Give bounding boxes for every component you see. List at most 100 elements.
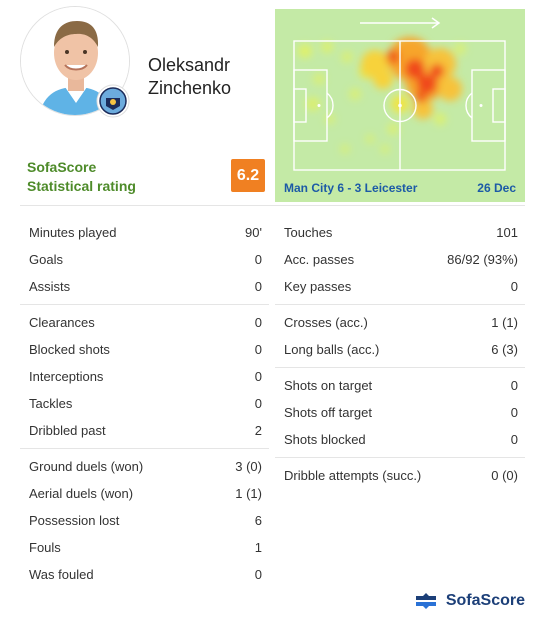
stat-row: Shots off target 0 bbox=[275, 399, 525, 426]
stat-label: Interceptions bbox=[29, 369, 104, 384]
man-city-badge-icon bbox=[96, 84, 130, 118]
stats-group: Crosses (acc.) 1 (1) Long balls (acc.) 6 (3… bbox=[275, 309, 525, 368]
stat-value: 0 bbox=[510, 279, 518, 294]
rating-badge: 6.2 bbox=[231, 159, 265, 192]
stat-label: Fouls bbox=[29, 540, 61, 555]
match-teams[interactable]: Man City 6 - 3 Leicester bbox=[284, 181, 418, 195]
stats-group: Minutes played 90' Goals 0 Assists 0 bbox=[20, 219, 269, 305]
stat-value: 0 bbox=[510, 432, 518, 447]
stat-label: Dribbled past bbox=[29, 423, 106, 438]
stats-group: Dribble attempts (succ.) 0 (0) bbox=[275, 462, 525, 493]
stat-row: Clearances 0 bbox=[20, 309, 269, 336]
stat-value: 0 bbox=[510, 378, 518, 393]
player-avatar-wrap bbox=[20, 6, 130, 118]
stats-column-left: Minutes played 90' Goals 0 Assists 0 Clearance… bbox=[20, 219, 269, 596]
stat-row: Crosses (acc.) 1 (1) bbox=[275, 309, 525, 336]
stat-row: Possession lost 6 bbox=[20, 507, 269, 534]
stats-group: Ground duels (won) 3 (0) Aerial duels (won… bbox=[20, 453, 269, 592]
stat-value: 1 (1) bbox=[235, 486, 262, 501]
stat-label: Assists bbox=[29, 279, 71, 294]
stat-row: Shots on target 0 bbox=[275, 372, 525, 399]
match-date: 26 Dec bbox=[477, 181, 516, 195]
stat-value: 0 bbox=[254, 567, 262, 582]
stats-group: Shots on target 0 Shots off target 0 Shots b… bbox=[275, 372, 525, 458]
stat-label: Shots blocked bbox=[284, 432, 366, 447]
stat-label: Shots off target bbox=[284, 405, 372, 420]
heatmap: Man City 6 - 3 Leicester 26 Dec bbox=[275, 9, 525, 202]
stat-label: Ground duels (won) bbox=[29, 459, 144, 474]
stat-row: Was fouled 0 bbox=[20, 561, 269, 588]
match-info[interactable]: Man City 6 - 3 Leicester 26 Dec bbox=[275, 174, 525, 202]
heat-blobs bbox=[298, 37, 466, 154]
stat-row: Shots blocked 0 bbox=[275, 426, 525, 453]
stat-value: 6 (3) bbox=[491, 342, 518, 357]
brand-name: SofaScore bbox=[445, 592, 525, 609]
stat-row: Fouls 1 bbox=[20, 534, 269, 561]
stat-label: Possession lost bbox=[29, 513, 120, 528]
stat-value: 90' bbox=[245, 225, 262, 240]
player-photo-icon bbox=[21, 7, 129, 115]
stat-row: Goals 0 bbox=[20, 246, 269, 273]
pitch-lines bbox=[293, 40, 506, 171]
stat-label: Tackles bbox=[29, 396, 73, 411]
stat-value: 3 (0) bbox=[235, 459, 262, 474]
stat-row: Minutes played 90' bbox=[20, 219, 269, 246]
stat-value: 6 bbox=[254, 513, 262, 528]
pitch-spots bbox=[317, 103, 483, 108]
stat-row: Aerial duels (won) 1 (1) bbox=[20, 480, 269, 507]
stat-row: Long balls (acc.) 6 (3) bbox=[275, 336, 525, 363]
stat-row: Acc. passes 86/92 (93%) bbox=[275, 246, 525, 273]
player-last-name: Zinchenko bbox=[148, 78, 232, 98]
stat-row: Tackles 0 bbox=[20, 390, 269, 417]
stat-value: 101 bbox=[496, 225, 518, 240]
stat-label: Minutes played bbox=[29, 225, 117, 240]
arrow-right-icon bbox=[360, 17, 441, 29]
stat-row: Dribbled past 2 bbox=[20, 417, 269, 444]
stat-value: 0 bbox=[254, 315, 262, 330]
stat-value: 86/92 (93%) bbox=[447, 252, 518, 267]
player-header: Oleksandr Zinchenko SofaScore Statistica… bbox=[0, 0, 542, 205]
stats-group: Clearances 0 Blocked shots 0 Interceptions 0 T… bbox=[20, 309, 269, 449]
stats-group: Touches 101 Acc. passes 86/92 (93%) Key pass… bbox=[275, 219, 525, 305]
stat-label: Shots on target bbox=[284, 378, 373, 393]
stat-value: 0 bbox=[510, 405, 518, 420]
player-first-name: Oleksandr bbox=[148, 55, 231, 75]
stat-row: Blocked shots 0 bbox=[20, 336, 269, 363]
stat-row: Assists 0 bbox=[20, 273, 269, 300]
stat-value: 1 bbox=[254, 540, 262, 555]
stat-label: Acc. passes bbox=[284, 252, 355, 267]
sofascore-footer[interactable]: SofaScore bbox=[414, 590, 525, 612]
avatar bbox=[20, 6, 130, 116]
stat-label: Aerial duels (won) bbox=[29, 486, 134, 501]
heatmap-pitch bbox=[275, 9, 525, 174]
stat-value: 2 bbox=[254, 423, 262, 438]
rating-label: SofaScore Statistical rating bbox=[27, 158, 136, 196]
stat-value: 1 (1) bbox=[491, 315, 518, 330]
stats-column-right: Touches 101 Acc. passes 86/92 (93%) Key pass… bbox=[275, 219, 525, 497]
stat-label: Blocked shots bbox=[29, 342, 110, 357]
stat-row: Key passes 0 bbox=[275, 273, 525, 300]
stat-value: 0 bbox=[254, 279, 262, 294]
stat-label: Crosses (acc.) bbox=[284, 315, 368, 330]
rating-label-line1: SofaScore bbox=[27, 159, 97, 175]
stat-label: Dribble attempts (succ.) bbox=[284, 468, 422, 483]
stat-row: Dribble attempts (succ.) 0 (0) bbox=[275, 462, 525, 489]
stat-value: 0 (0) bbox=[491, 468, 518, 483]
stat-value: 0 bbox=[254, 369, 262, 384]
stat-label: Was fouled bbox=[29, 567, 94, 582]
sofascore-logo-icon bbox=[415, 593, 436, 609]
stat-value: 0 bbox=[254, 252, 262, 267]
header-divider bbox=[20, 205, 525, 206]
stat-row: Interceptions 0 bbox=[20, 363, 269, 390]
stat-label: Touches bbox=[284, 225, 333, 240]
stat-label: Long balls (acc.) bbox=[284, 342, 380, 357]
stat-row: Ground duels (won) 3 (0) bbox=[20, 453, 269, 480]
stat-value: 0 bbox=[254, 342, 262, 357]
rating-label-line2: Statistical rating bbox=[27, 178, 136, 194]
stat-label: Goals bbox=[29, 252, 63, 267]
player-name: Oleksandr Zinchenko bbox=[148, 54, 231, 100]
stat-value: 0 bbox=[254, 396, 262, 411]
stat-label: Key passes bbox=[284, 279, 352, 294]
stat-row: Touches 101 bbox=[275, 219, 525, 246]
stat-label: Clearances bbox=[29, 315, 95, 330]
